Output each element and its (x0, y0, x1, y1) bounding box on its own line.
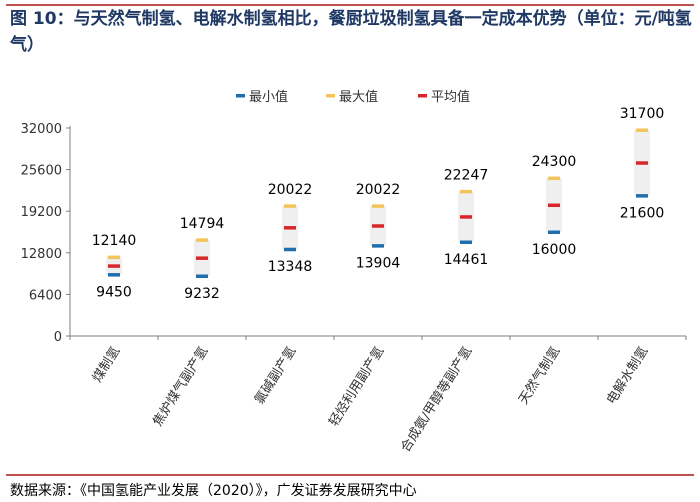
max-marker (548, 176, 560, 181)
min-data-label: 14461 (444, 252, 489, 268)
min-marker (548, 230, 560, 234)
y-tick-label: 32000 (21, 122, 62, 137)
max-data-label: 24300 (532, 154, 577, 170)
avg-marker (196, 256, 208, 260)
max-data-label: 20022 (356, 182, 401, 198)
y-tick-label: 6400 (29, 288, 62, 303)
x-category-label: 煤制氢 (90, 344, 123, 385)
max-data-label: 12140 (92, 233, 137, 249)
figure-title: 图 10：与天然气制氢、电解水制氢相比，餐厨垃圾制氢具备一定成本优势（单位：元/… (10, 9, 692, 55)
min-marker (460, 240, 472, 245)
data-source: 数据来源：《中国氢能产业发展（2020）》，广发证券发展研究中心 (10, 483, 417, 499)
min-marker (372, 244, 384, 248)
max-marker (372, 204, 384, 208)
legend-swatch (236, 94, 245, 98)
min-marker (108, 273, 120, 277)
max-marker (636, 128, 648, 132)
x-category-label: 轻烃利用副产氢 (326, 344, 387, 429)
max-data-label: 22247 (444, 167, 489, 183)
min-data-label: 9450 (96, 285, 132, 301)
y-tick-label: 12800 (21, 247, 62, 262)
y-tick-label: 19200 (21, 205, 62, 220)
x-category-label: 焦炉煤气副产氢 (150, 344, 212, 430)
max-data-label: 31700 (620, 106, 665, 122)
min-marker (196, 274, 208, 278)
avg-marker (460, 215, 472, 219)
legend-label: 平均值 (431, 89, 470, 105)
x-category-label: 电解水制氢 (604, 344, 651, 407)
max-marker (108, 255, 120, 260)
legend-label: 最小值 (249, 89, 288, 105)
x-category-label: 氯碱副产氢 (252, 344, 299, 407)
avg-marker (108, 264, 120, 268)
avg-marker (372, 224, 384, 228)
max-marker (460, 189, 472, 194)
min-data-label: 13904 (356, 256, 401, 272)
max-marker (284, 204, 296, 208)
legend-swatch (418, 94, 427, 98)
min-marker (636, 194, 648, 198)
min-data-label: 9232 (184, 286, 220, 302)
avg-marker (284, 226, 296, 230)
max-marker (196, 238, 208, 242)
legend-label: 最大值 (339, 89, 378, 105)
min-data-label: 16000 (532, 242, 577, 258)
avg-marker (548, 203, 560, 208)
x-category-label: 天然气制氢 (515, 344, 563, 408)
y-tick-label: 0 (54, 330, 62, 345)
min-data-label: 21600 (620, 206, 665, 222)
range-chart: 0 6400 12800 19200 25600 32000 12140 9450 煤制氢 147… (21, 89, 687, 455)
title-rule (6, 4, 694, 6)
y-tick-label: 25600 (21, 164, 62, 179)
x-category-label: 合成氨/甲醇等副产氢 (397, 344, 475, 455)
max-data-label: 20022 (268, 182, 313, 198)
legend-swatch (326, 94, 335, 98)
avg-marker (636, 161, 648, 165)
min-marker (284, 247, 296, 252)
source-rule (6, 474, 694, 476)
min-data-label: 13348 (268, 259, 313, 275)
max-data-label: 14794 (180, 216, 225, 232)
